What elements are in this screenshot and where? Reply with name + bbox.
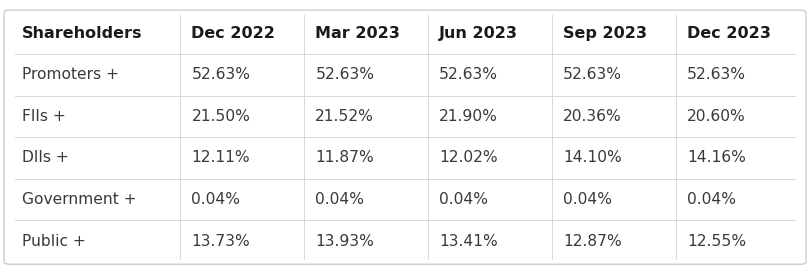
Text: 52.63%: 52.63% — [563, 67, 622, 82]
Text: Promoters +: Promoters + — [22, 67, 119, 82]
Text: Government +: Government + — [22, 192, 137, 207]
Text: FIIs +: FIIs + — [22, 109, 66, 124]
Text: 52.63%: 52.63% — [439, 67, 498, 82]
Text: 13.41%: 13.41% — [439, 234, 498, 249]
Text: 13.73%: 13.73% — [191, 234, 250, 249]
Text: 0.04%: 0.04% — [563, 192, 612, 207]
Text: 21.90%: 21.90% — [439, 109, 498, 124]
Text: 52.63%: 52.63% — [315, 67, 374, 82]
Text: Dec 2023: Dec 2023 — [687, 26, 771, 41]
Text: 0.04%: 0.04% — [191, 192, 241, 207]
FancyBboxPatch shape — [4, 10, 806, 264]
Text: 0.04%: 0.04% — [315, 192, 364, 207]
Text: 12.02%: 12.02% — [439, 150, 498, 165]
Text: 12.11%: 12.11% — [191, 150, 250, 165]
Text: Shareholders: Shareholders — [22, 26, 143, 41]
Text: 12.87%: 12.87% — [563, 234, 622, 249]
Text: 14.16%: 14.16% — [687, 150, 746, 165]
Text: 20.36%: 20.36% — [563, 109, 622, 124]
Text: Mar 2023: Mar 2023 — [315, 26, 400, 41]
Text: 14.10%: 14.10% — [563, 150, 622, 165]
Text: Sep 2023: Sep 2023 — [563, 26, 647, 41]
Text: 0.04%: 0.04% — [687, 192, 736, 207]
Text: Jun 2023: Jun 2023 — [439, 26, 518, 41]
Text: 20.60%: 20.60% — [687, 109, 746, 124]
Text: DIIs +: DIIs + — [22, 150, 69, 165]
Text: 11.87%: 11.87% — [315, 150, 374, 165]
Text: 13.93%: 13.93% — [315, 234, 374, 249]
Text: 21.50%: 21.50% — [191, 109, 250, 124]
Text: Dec 2022: Dec 2022 — [191, 26, 275, 41]
Text: 21.52%: 21.52% — [315, 109, 374, 124]
Text: Public +: Public + — [22, 234, 86, 249]
Text: 12.55%: 12.55% — [687, 234, 746, 249]
Text: 52.63%: 52.63% — [687, 67, 746, 82]
Text: 0.04%: 0.04% — [439, 192, 488, 207]
Text: 52.63%: 52.63% — [191, 67, 250, 82]
